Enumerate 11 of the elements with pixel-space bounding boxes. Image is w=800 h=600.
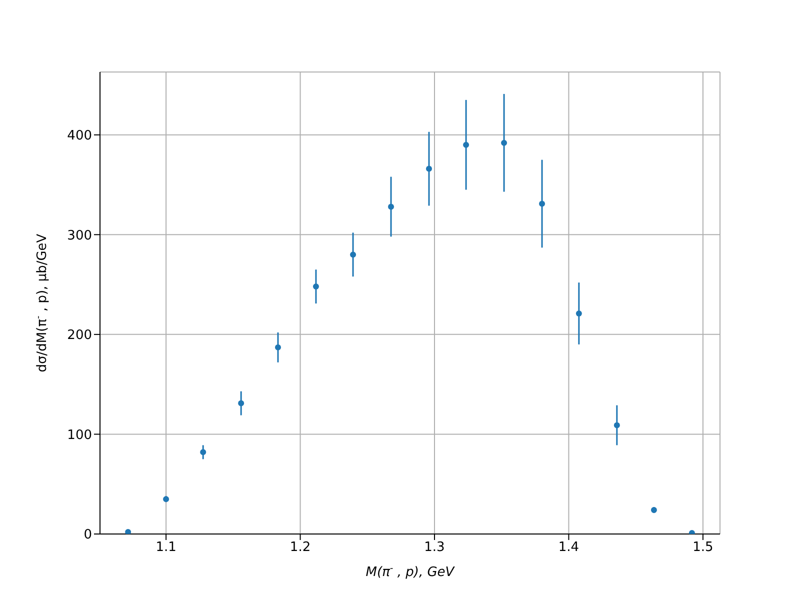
y-tick-label: 200 — [67, 328, 92, 344]
y-tick-label: 0 — [84, 528, 92, 543]
y-tick-label: 300 — [67, 228, 92, 244]
x-tick-label: 1.3 — [424, 540, 445, 556]
x-tick-label: 1.2 — [290, 540, 311, 556]
x-tick-label: 1.5 — [692, 540, 714, 556]
y-tick-label: 100 — [67, 428, 92, 443]
x-axis-title: M(π$^{-}$, p), GeV — [366, 564, 456, 580]
y-tick-label: 400 — [67, 128, 92, 144]
x-tick-label: 1.4 — [558, 540, 580, 556]
x-tick-label: 1.1 — [156, 540, 176, 556]
